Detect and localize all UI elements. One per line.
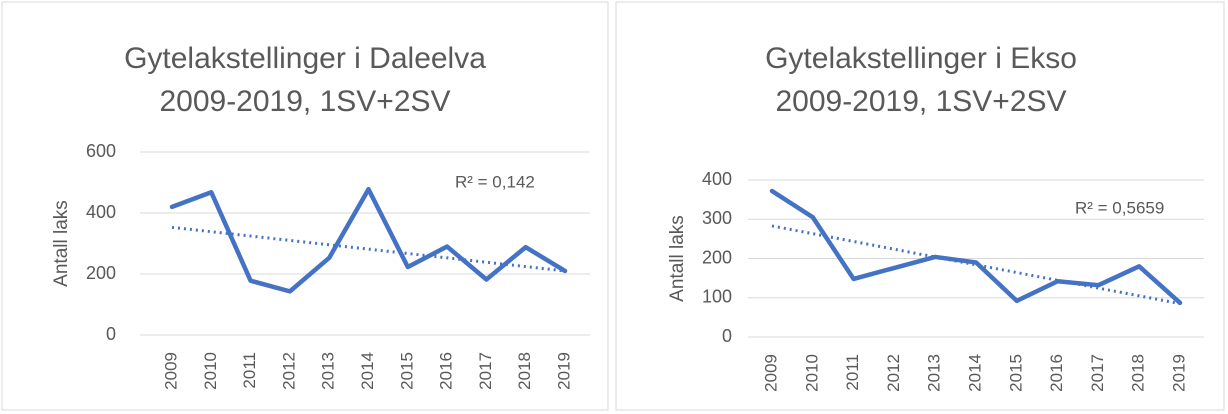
x-tick-label: 2019 (554, 352, 573, 390)
r-squared: R² = 0,5659 (1075, 198, 1164, 217)
y-tick-label: 300 (702, 208, 732, 228)
x-tick-label: 2013 (925, 354, 944, 392)
x-tick-label: 2016 (1047, 354, 1066, 392)
chart-frame (615, 1, 1225, 411)
x-tick-label: 2012 (279, 352, 298, 390)
x-tick-label: 2016 (437, 352, 456, 390)
x-tick-label: 2017 (1088, 354, 1107, 392)
r-squared: R² = 0,142 (455, 172, 535, 191)
y-tick-label: 0 (722, 326, 732, 346)
chart-title: Gytelakstellinger i Daleelva (124, 42, 486, 75)
y-tick-label: 600 (86, 141, 116, 161)
x-tick-label: 2014 (965, 354, 984, 392)
chart-title: 2009-2019, 1SV+2SV (159, 85, 450, 118)
x-tick-label: 2009 (161, 352, 180, 390)
data-line (769, 188, 1183, 306)
data-line (169, 186, 568, 294)
x-tick-label: 2019 (1169, 354, 1188, 392)
x-tick-label: 2017 (476, 352, 495, 390)
y-tick-label: 400 (702, 169, 732, 189)
x-tick-label: 2011 (843, 354, 862, 391)
chart-frame (1, 1, 609, 411)
x-tick-label: 2011 (240, 352, 259, 389)
x-tick-label: 2018 (1129, 354, 1148, 392)
y-tick-label: 400 (86, 202, 116, 222)
chart-title: 2009-2019, 1SV+2SV (775, 85, 1066, 118)
x-tick-label: 2013 (319, 352, 338, 390)
x-tick-label: 2009 (761, 354, 780, 392)
y-axis-label: Antall laks (667, 215, 688, 302)
x-tick-label: 2010 (201, 352, 220, 390)
x-tick-label: 2014 (358, 352, 377, 390)
x-tick-label: 2012 (884, 354, 903, 392)
x-tick-label: 2015 (397, 352, 416, 390)
x-tick-label: 2018 (515, 352, 534, 390)
y-tick-label: 0 (106, 324, 116, 344)
y-axis-label: Antall laks (51, 200, 72, 287)
y-tick-label: 100 (702, 287, 732, 307)
chart-title: Gytelakstellinger i Ekso (765, 42, 1077, 75)
y-tick-label: 200 (86, 263, 116, 283)
x-tick-label: 2010 (802, 354, 821, 392)
x-tick-label: 2015 (1006, 354, 1025, 392)
y-tick-label: 200 (702, 247, 732, 267)
